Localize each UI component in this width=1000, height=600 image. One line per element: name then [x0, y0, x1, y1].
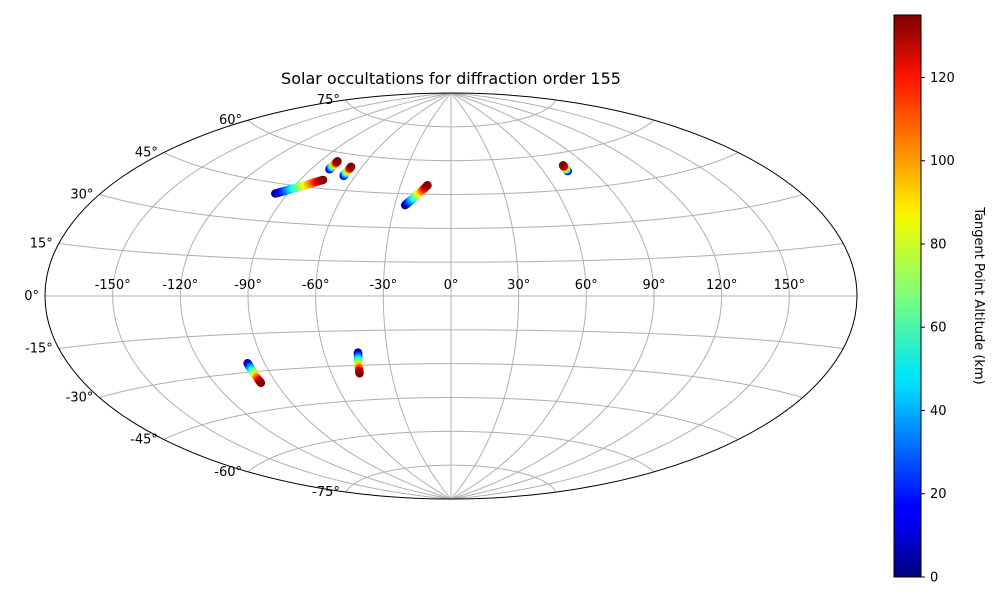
- longitude-tick-label: -30°: [369, 278, 397, 293]
- latitude-tick-label: 30°: [70, 188, 93, 203]
- longitude-tick-label: 30°: [507, 278, 530, 293]
- latitude-tick-label: 60°: [219, 113, 242, 128]
- latitude-tick-label: -45°: [130, 433, 158, 448]
- longitude-tick-label: 150°: [774, 278, 805, 293]
- occultation-point: [355, 369, 364, 378]
- longitude-tick-label: 0°: [444, 278, 459, 293]
- occultation-point: [333, 157, 342, 166]
- latitude-tick-label: 75°: [317, 93, 340, 108]
- occultation-point: [346, 162, 356, 171]
- longitude-tick-label: -150°: [95, 278, 131, 293]
- parallel-line: [99, 194, 803, 229]
- parallel-line: [345, 464, 557, 493]
- occultation-point: [558, 161, 568, 170]
- colorbar-tick-label: 40: [930, 404, 947, 419]
- parallel-line: [99, 363, 803, 398]
- parallel-line: [247, 430, 655, 473]
- colorbar-label: Tangent Point Altitude (km): [971, 206, 986, 384]
- longitude-tick-labels: -150° -120° -90° -60° -30° 0° 30° 60° 90° 120° 150…: [95, 278, 805, 293]
- longitude-tick-label: 120°: [706, 278, 737, 293]
- latitude-tick-label: 0°: [24, 289, 39, 304]
- map-grid: [45, 93, 857, 499]
- parallel-line: [163, 152, 739, 196]
- colorbar-tick-label: 20: [930, 487, 947, 502]
- longitude-tick-label: 60°: [575, 278, 598, 293]
- longitude-tick-label: 90°: [642, 278, 665, 293]
- latitude-tick-label: -60°: [214, 465, 242, 480]
- latitude-tick-label: -15°: [25, 342, 53, 357]
- latitude-tick-label: 15°: [30, 237, 53, 252]
- occultation-point: [256, 378, 266, 388]
- occultation-point: [423, 181, 432, 190]
- longitude-tick-label: -60°: [302, 278, 330, 293]
- colorbar-tick-label: 0: [930, 571, 938, 586]
- longitude-tick-label: -90°: [234, 278, 262, 293]
- colorbar-tick-label: 80: [930, 238, 947, 253]
- colorbar-tick-label: 100: [930, 154, 955, 169]
- latitude-tick-label: -75°: [312, 485, 340, 500]
- parallel-line: [247, 119, 655, 162]
- occultation-points: [243, 157, 572, 388]
- latitude-tick-label: 45°: [135, 146, 158, 161]
- parallel-line: [58, 242, 844, 263]
- latitude-tick-labels: -75° -60° -45° -30° -15° 0° 15° 30° 45° 60° 75°: [24, 93, 340, 500]
- longitude-tick-label: -120°: [162, 278, 198, 293]
- latitude-tick-label: -30°: [66, 391, 94, 406]
- colorbar-ticks: 0 20 40 60 80 100 120: [921, 71, 955, 586]
- colorbar-tick-label: 60: [930, 321, 947, 336]
- chart-title: Solar occultations for diffraction order…: [281, 69, 621, 88]
- colorbar: [893, 14, 922, 578]
- occultation-point: [318, 175, 328, 185]
- parallel-line: [58, 329, 844, 350]
- colorbar-tick-label: 120: [930, 71, 955, 86]
- map-frame: [44, 92, 858, 500]
- parallel-line: [163, 396, 739, 440]
- parallel-line: [345, 99, 557, 128]
